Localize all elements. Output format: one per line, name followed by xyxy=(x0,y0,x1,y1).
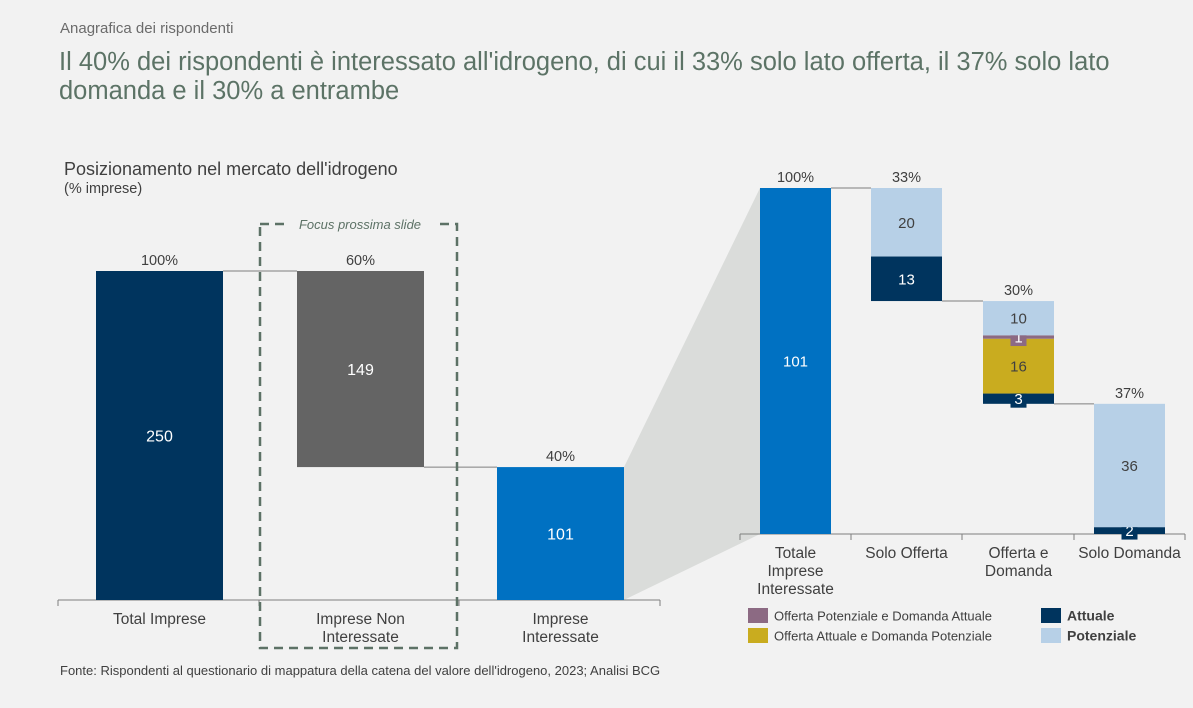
category-label: Imprese Non xyxy=(316,611,405,628)
category-label: Interessate xyxy=(757,581,834,598)
legend-label: Potenziale xyxy=(1067,628,1136,644)
segment-value-label: 1 xyxy=(1014,330,1022,347)
category-label: Interessate xyxy=(322,629,399,646)
bar xyxy=(497,467,624,600)
segment-value-label: 36 xyxy=(1121,458,1138,475)
legend-label: Offerta Attuale e Domanda Potenziale xyxy=(774,629,992,644)
category-label: Solo Domanda xyxy=(1078,545,1181,562)
category-label: Offerta e xyxy=(988,545,1048,562)
focus-box-label: Focus prossima slide xyxy=(299,217,421,232)
category-label: Domanda xyxy=(985,563,1053,580)
segment-value-label: 2 xyxy=(1125,523,1133,540)
zoom-wedge xyxy=(624,188,760,600)
segment-value-label: 10 xyxy=(1010,311,1027,328)
category-label: Total Imprese xyxy=(113,611,206,628)
bar-segment xyxy=(983,301,1054,336)
legend-swatch xyxy=(748,608,768,623)
category-label: Totale xyxy=(775,545,816,562)
bar-pct-label: 60% xyxy=(346,253,375,269)
category-label: Solo Offerta xyxy=(865,545,948,562)
bar xyxy=(297,271,424,468)
bar-value-label: 149 xyxy=(347,362,374,379)
category-label: Interessate xyxy=(522,629,599,646)
bar-segment xyxy=(871,256,942,302)
source-note: Fonte: Rispondenti al questionario di ma… xyxy=(60,663,661,678)
page-title: Il 40% dei rispondenti è interessato all… xyxy=(59,48,1110,105)
bar xyxy=(96,271,223,600)
legend-swatch xyxy=(1041,628,1061,643)
bar-pct-label: 100% xyxy=(777,170,814,186)
segment-value-label: 101 xyxy=(783,354,808,371)
bar-pct-label: 33% xyxy=(892,170,921,186)
legend-swatch xyxy=(748,628,768,643)
segment-value-label: 3 xyxy=(1014,391,1022,408)
category-label: Imprese xyxy=(533,611,589,628)
bar-pct-label: 100% xyxy=(141,253,178,269)
category-label: Imprese xyxy=(768,563,824,580)
bar-pct-label: 30% xyxy=(1004,283,1033,299)
bar-segment xyxy=(983,338,1054,394)
bar-segment xyxy=(871,188,942,257)
section-label: Anagrafica dei rispondenti xyxy=(60,20,234,37)
bar-segment xyxy=(760,188,831,534)
segment-label-chip xyxy=(1010,389,1027,408)
bar-pct-label: 37% xyxy=(1115,386,1144,402)
chart-subtitle: (% imprese) xyxy=(64,181,143,197)
bar-value-label: 250 xyxy=(146,429,173,446)
focus-box-label-bg xyxy=(285,212,435,230)
legend-label: Offerta Potenziale e Domanda Attuale xyxy=(774,609,992,624)
bar-segment xyxy=(1094,403,1165,528)
chart-title: Posizionamento nel mercato dell'idrogeno xyxy=(64,159,398,179)
legend-label: Attuale xyxy=(1067,608,1115,624)
segment-value-label: 20 xyxy=(898,215,915,232)
segment-value-label: 13 xyxy=(898,271,915,288)
bar-value-label: 101 xyxy=(547,527,574,544)
legend-swatch xyxy=(1041,608,1061,623)
bar-pct-label: 40% xyxy=(546,449,575,465)
segment-value-label: 16 xyxy=(1010,359,1027,376)
